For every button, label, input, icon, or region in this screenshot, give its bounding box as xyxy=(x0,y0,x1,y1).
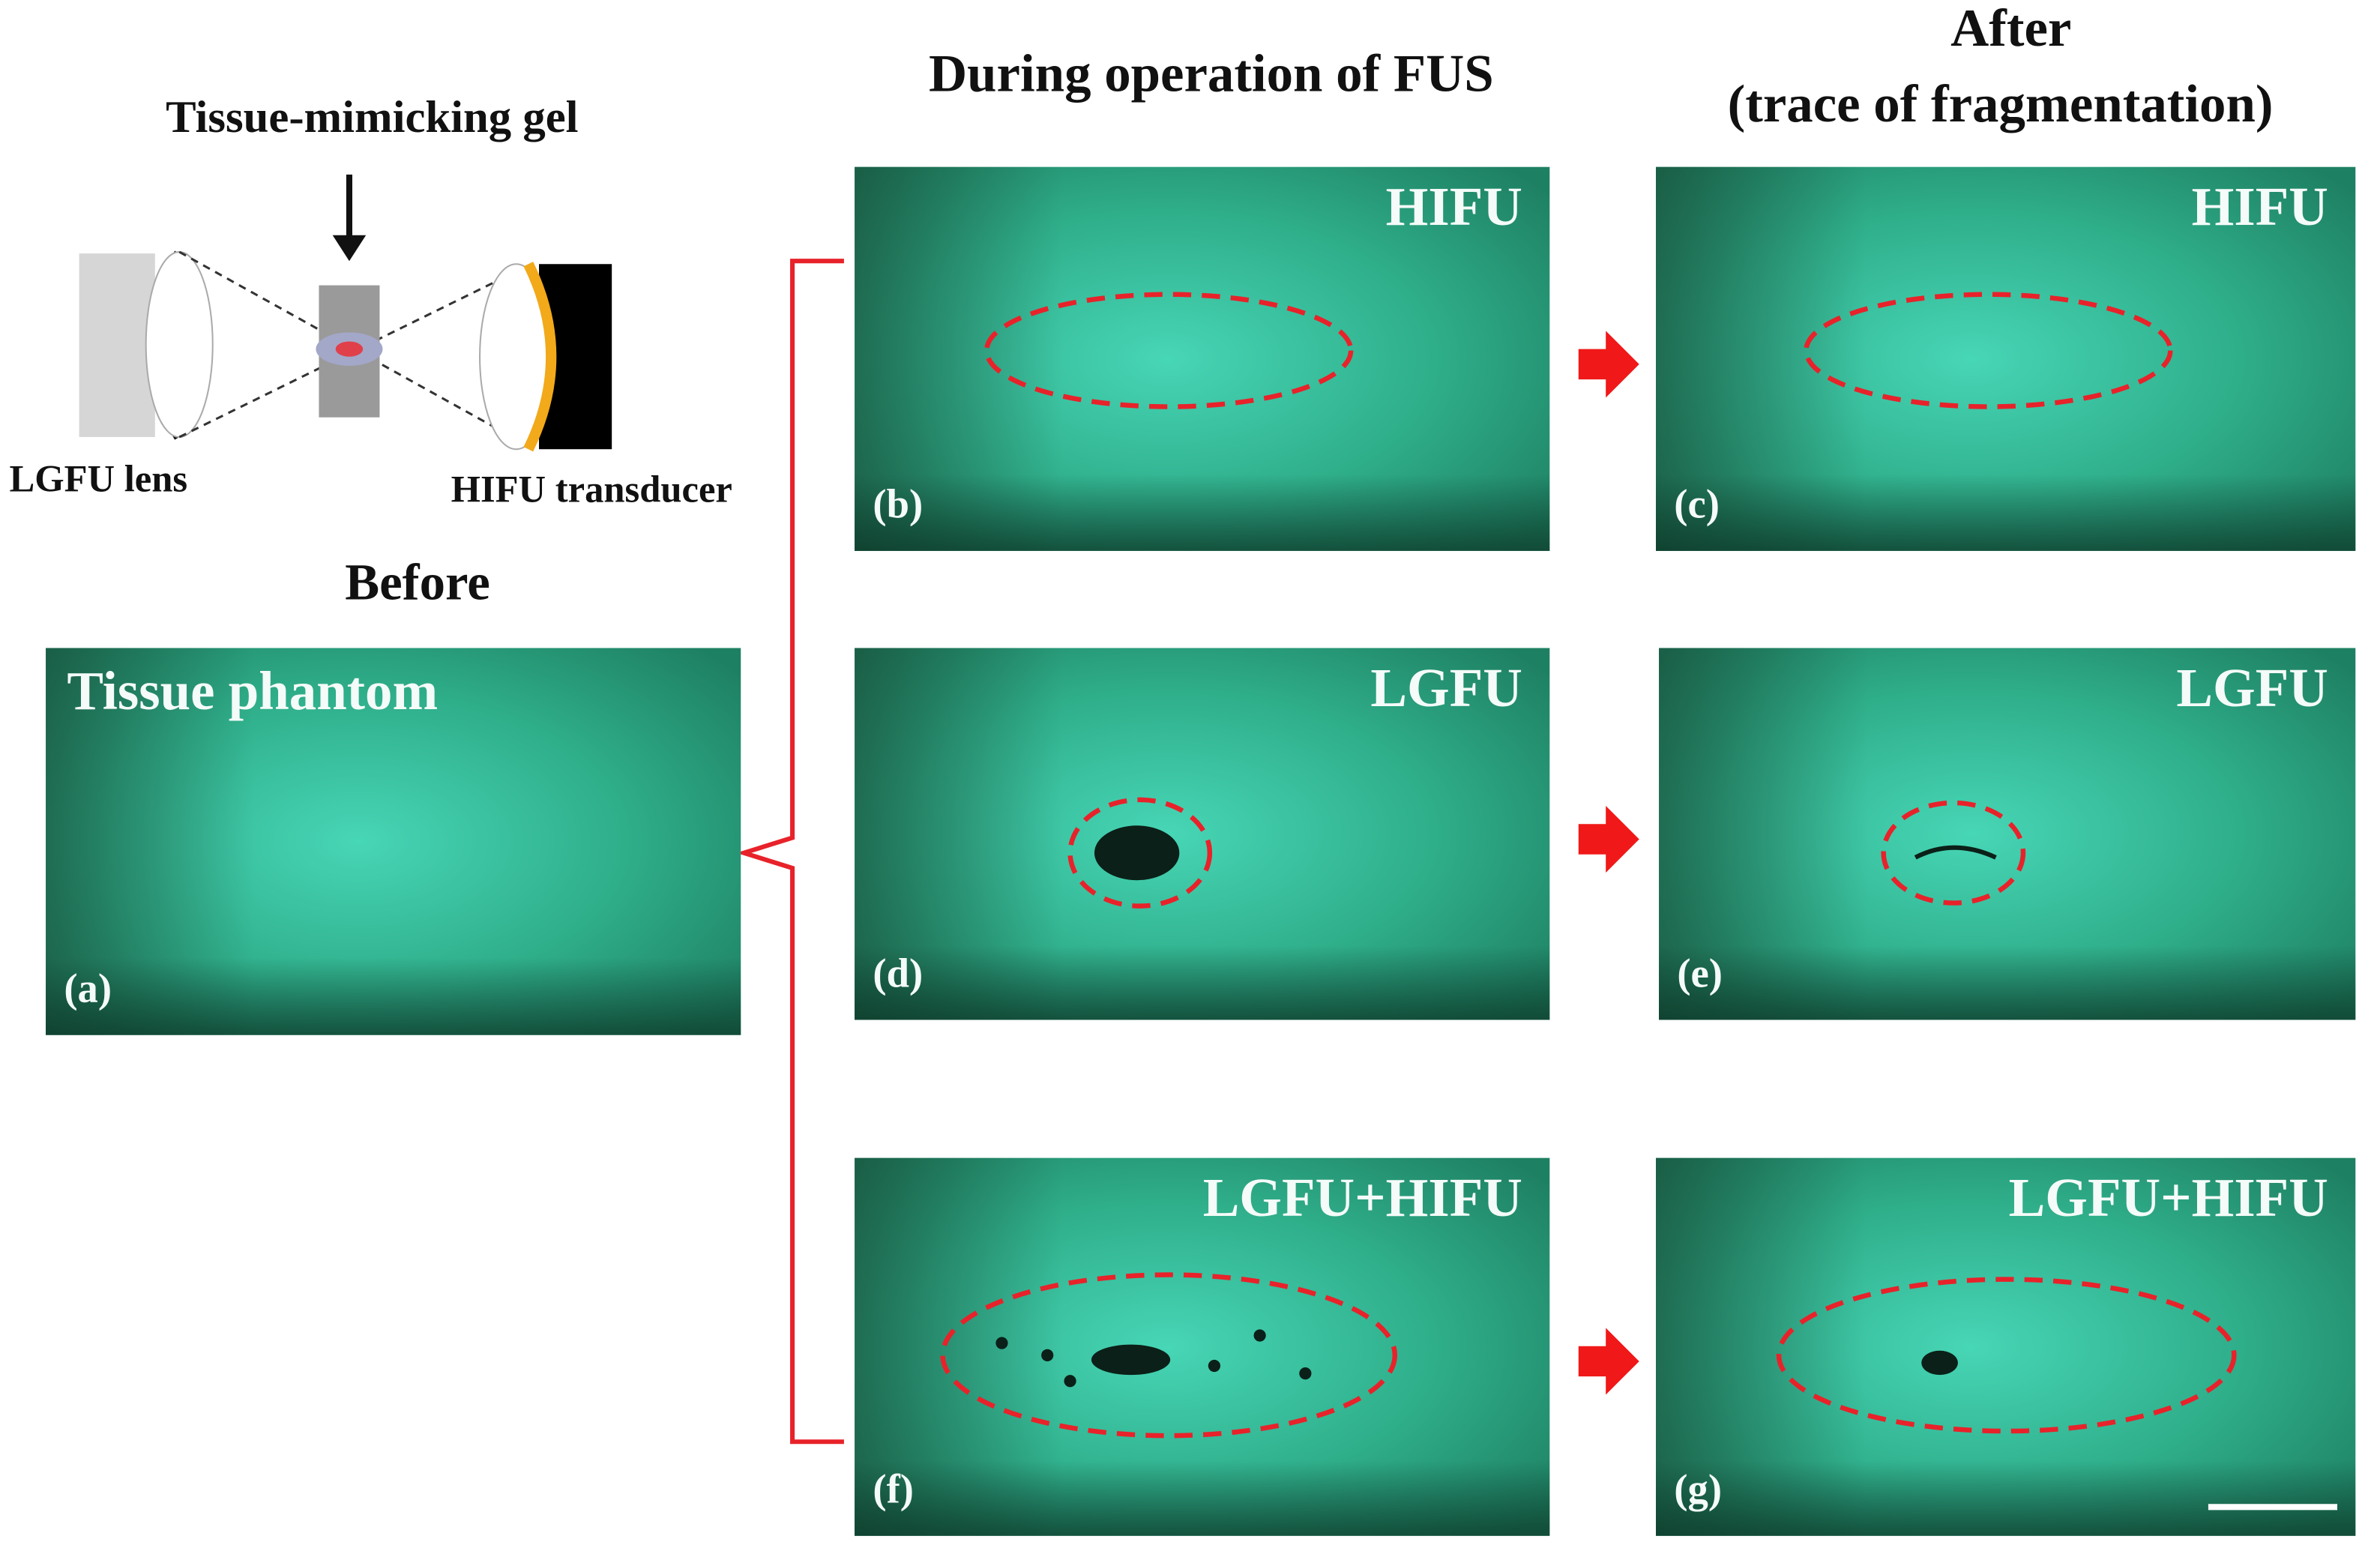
gel-label: Tissue-mimicking gel xyxy=(166,92,578,142)
shade xyxy=(1656,166,2356,551)
shade xyxy=(1656,1157,2356,1536)
bracket xyxy=(736,259,844,1445)
schematic: Tissue-mimicking gel LGFU lens HIFU tran… xyxy=(9,92,732,511)
region-outline xyxy=(1776,1277,2237,1434)
image-panel: HIFU (c) xyxy=(1656,166,2356,551)
panel-title: LGFU xyxy=(2176,657,2328,718)
region-outline xyxy=(940,1272,1398,1439)
panel-label: (c) xyxy=(1674,481,1720,527)
panel-label: (f) xyxy=(873,1466,914,1512)
panel-label: (b) xyxy=(873,481,923,527)
lens-body xyxy=(79,253,155,438)
header-after: After xyxy=(1950,0,2071,58)
shade xyxy=(46,648,741,1035)
cavity xyxy=(1921,1350,1958,1376)
arrow xyxy=(1578,805,1639,873)
image-panel: HIFU (b) xyxy=(855,166,1550,551)
lens-label: LGFU lens xyxy=(9,457,187,499)
cavity xyxy=(1091,1344,1171,1376)
shade xyxy=(855,648,1550,1020)
panel-label: (d) xyxy=(873,950,923,996)
region-outline xyxy=(1881,800,2026,906)
region-outline xyxy=(1067,797,1213,909)
transducer-surface xyxy=(523,262,557,452)
arrows xyxy=(1578,331,1639,1395)
arrow-head xyxy=(332,235,367,262)
panel-title: LGFU+HIFU xyxy=(2009,1167,2328,1228)
trace xyxy=(1914,845,1997,860)
image-panel: LGFU+HIFU (f) xyxy=(855,1157,1550,1536)
panel-title: HIFU xyxy=(1386,176,1522,237)
shade xyxy=(855,166,1550,551)
speck xyxy=(995,1337,1008,1349)
speck xyxy=(1041,1349,1054,1361)
header-after-sub: (trace of fragmentation) xyxy=(1728,75,2274,133)
cavity xyxy=(1094,825,1180,881)
arrow xyxy=(1578,331,1639,398)
panel-title: LGFU+HIFU xyxy=(1203,1167,1522,1228)
region-outline xyxy=(983,292,1354,409)
image-panel: LGFU+HIFU (g) xyxy=(1656,1157,2356,1536)
panel-label: (e) xyxy=(1677,950,1723,996)
speck xyxy=(1208,1359,1220,1373)
focal-point xyxy=(335,341,364,357)
panel-title: HIFU xyxy=(2192,176,2328,237)
arrow xyxy=(1578,1328,1639,1395)
image-panel: Tissue phantom (a) xyxy=(46,648,741,1035)
speck xyxy=(1299,1367,1312,1380)
shade xyxy=(1659,648,2356,1020)
header-before: Before xyxy=(345,553,490,610)
panel-label: (g) xyxy=(1674,1466,1722,1512)
header-during: During operation of FUS xyxy=(929,45,1494,103)
panels: Tissue phantom(a)HIFU(b)HIFU(c)LGFU(d)LG… xyxy=(46,166,2356,1536)
lens-aperture xyxy=(145,251,214,439)
speck xyxy=(1253,1329,1266,1342)
panel-title: LGFU xyxy=(1370,657,1522,718)
region-outline xyxy=(1804,292,2173,409)
speck xyxy=(1064,1375,1076,1388)
panel-label: (a) xyxy=(64,966,112,1011)
shade xyxy=(855,1157,1550,1536)
image-panel: LGFU (e) xyxy=(1659,648,2356,1020)
transducer-label: HIFU transducer xyxy=(451,469,732,511)
image-panel: LGFU (d) xyxy=(855,648,1550,1020)
panel-title: Tissue phantom xyxy=(67,660,438,721)
